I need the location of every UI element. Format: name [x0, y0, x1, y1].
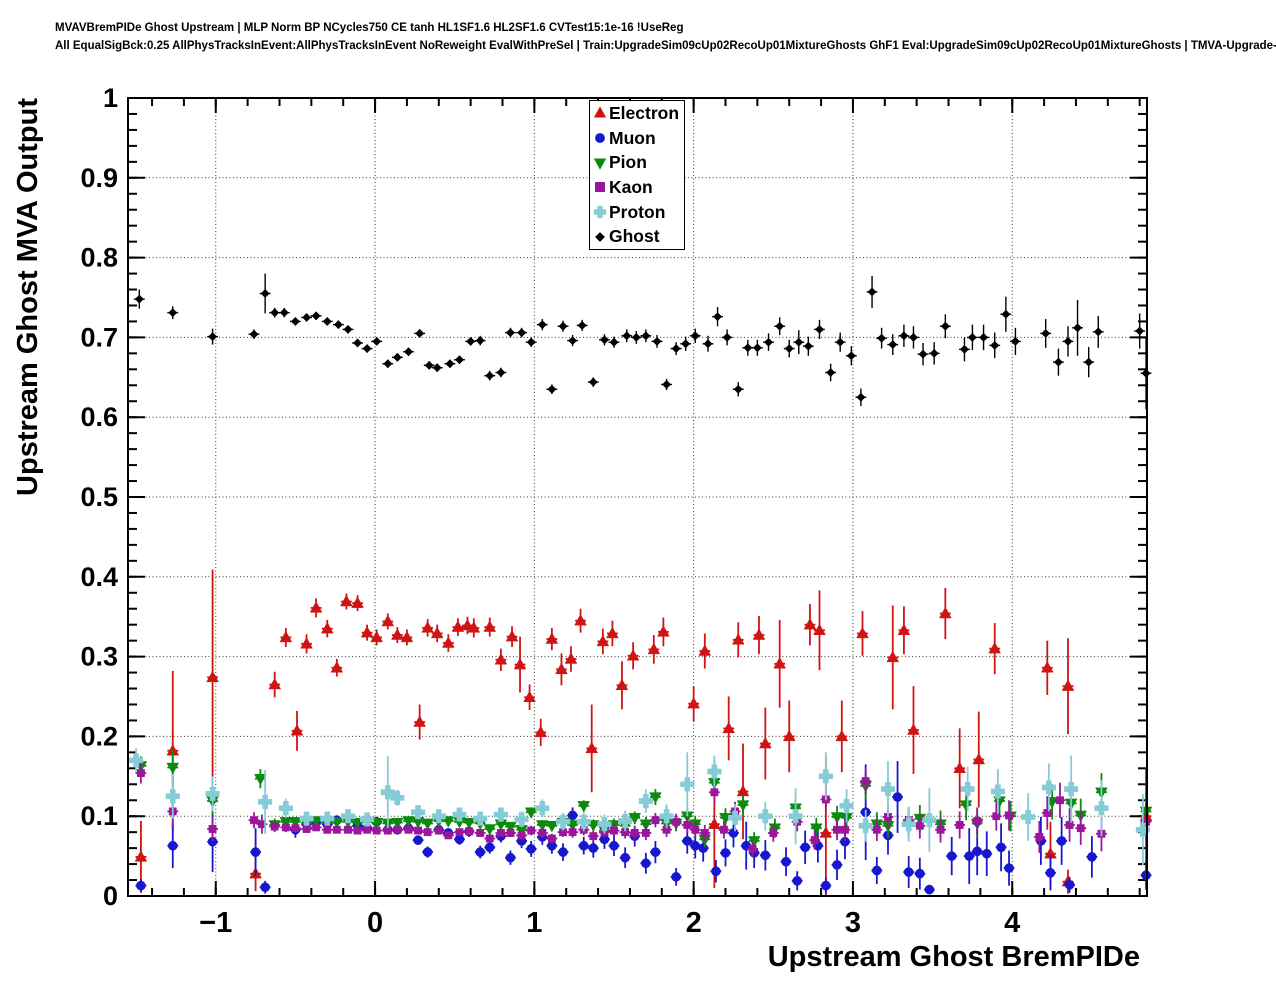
- ghost-series: [133, 273, 1152, 410]
- proton-series: [129, 748, 1150, 866]
- plot-title-line2: All EqualSigBck:0.25 AllPhysTracksInEven…: [55, 40, 1276, 52]
- legend-item-ghost: Ghost: [590, 224, 684, 249]
- legend-label: Ghost: [609, 226, 660, 247]
- legend-item-electron: Electron: [590, 101, 684, 126]
- svg-text:1: 1: [526, 907, 542, 939]
- svg-text:0.8: 0.8: [80, 243, 118, 273]
- svg-text:0.3: 0.3: [80, 642, 118, 672]
- legend-label: Muon: [609, 127, 656, 148]
- square-icon: [595, 182, 605, 193]
- legend-item-pion: Pion: [590, 150, 684, 175]
- triangle-up-icon: [593, 106, 607, 118]
- svg-text:0.2: 0.2: [80, 721, 118, 751]
- svg-text:3: 3: [845, 907, 861, 939]
- legend-item-kaon: Kaon: [590, 175, 684, 200]
- svg-text:0.5: 0.5: [80, 482, 118, 512]
- circle-icon: [595, 133, 605, 143]
- svg-text:−1: −1: [199, 907, 232, 939]
- svg-text:2: 2: [686, 907, 702, 939]
- svg-text:0.7: 0.7: [80, 322, 118, 352]
- svg-text:1: 1: [103, 83, 118, 113]
- diamond-icon: [595, 231, 605, 242]
- svg-text:4: 4: [1004, 907, 1020, 939]
- legend-item-proton: Proton: [590, 200, 684, 225]
- tick-labels: −1 0 1 2 3 4 0 0.1 0.2 0.3 0.4 0.5 0.6 0.7 0.8 0.9 1: [80, 83, 1020, 939]
- legend-label: Proton: [609, 201, 666, 222]
- triangle-down-icon: [593, 158, 607, 170]
- star-icon: [593, 205, 607, 219]
- svg-text:0.6: 0.6: [80, 402, 118, 432]
- svg-text:0: 0: [367, 907, 383, 939]
- legend-label: Kaon: [609, 176, 653, 197]
- svg-text:0.9: 0.9: [80, 163, 118, 193]
- x-axis-title: Upstream Ghost BremPIDe: [767, 941, 1140, 973]
- legend: Electron Muon Pion Kaon Proton Ghost: [589, 100, 685, 250]
- plot-title-line1: MVAVBremPIDe Ghost Upstream | MLP Norm B…: [55, 22, 684, 34]
- legend-label: Pion: [609, 152, 647, 173]
- legend-item-muon: Muon: [590, 126, 684, 151]
- gridlines: [128, 98, 1147, 896]
- svg-text:0.4: 0.4: [80, 562, 118, 592]
- svg-text:0.1: 0.1: [80, 801, 118, 831]
- legend-label: Electron: [609, 102, 680, 123]
- plot-frame: [127, 97, 1148, 897]
- svg-text:0: 0: [103, 881, 118, 911]
- axis-ticks: [128, 97, 1147, 897]
